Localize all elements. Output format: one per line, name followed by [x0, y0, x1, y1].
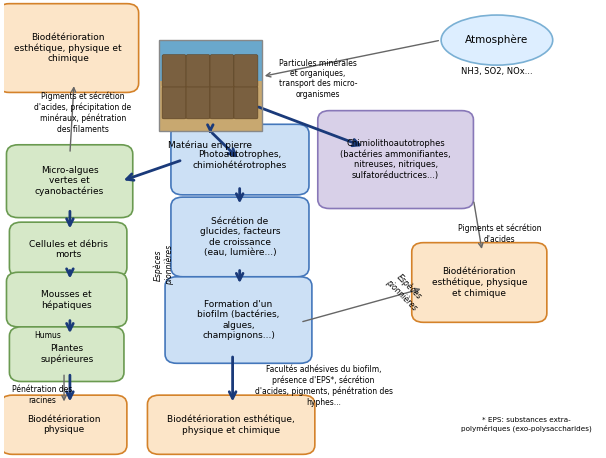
- FancyBboxPatch shape: [10, 327, 124, 382]
- Text: Biodétérioration esthétique,
physique et chimique: Biodétérioration esthétique, physique et…: [167, 415, 295, 435]
- FancyBboxPatch shape: [210, 87, 234, 119]
- FancyBboxPatch shape: [411, 243, 547, 322]
- FancyBboxPatch shape: [234, 55, 258, 87]
- FancyBboxPatch shape: [159, 81, 262, 131]
- FancyBboxPatch shape: [171, 124, 309, 195]
- FancyBboxPatch shape: [147, 395, 315, 454]
- FancyBboxPatch shape: [7, 272, 127, 327]
- Text: Pénétration des
racines: Pénétration des racines: [12, 386, 72, 405]
- Text: Chimiolithoautotrophes
(bactéries ammonifiantes,
nitreuses, nitriques,
sulfatoré: Chimiolithoautotrophes (bactéries ammoni…: [341, 140, 451, 180]
- FancyBboxPatch shape: [0, 4, 139, 93]
- Text: Atmosphère: Atmosphère: [465, 35, 528, 45]
- Text: Mousses et
hépatiques: Mousses et hépatiques: [41, 289, 92, 310]
- FancyBboxPatch shape: [162, 55, 186, 87]
- FancyBboxPatch shape: [165, 277, 312, 363]
- Text: Biodétérioration
esthétique, physique et
chimique: Biodétérioration esthétique, physique et…: [15, 33, 122, 63]
- FancyBboxPatch shape: [210, 55, 234, 87]
- Text: Biodétérioration
esthétique, physique
et chimique: Biodétérioration esthétique, physique et…: [431, 267, 527, 298]
- Text: Pigments et sécrétion
d'acides: Pigments et sécrétion d'acides: [458, 224, 542, 244]
- FancyBboxPatch shape: [171, 197, 309, 277]
- Text: Biodétérioration
physique: Biodétérioration physique: [27, 415, 101, 435]
- Text: Facultés adhésives du biofilm,
présence d'EPS*, sécrétion
d'acides, pigments, pé: Facultés adhésives du biofilm, présence …: [255, 365, 393, 407]
- Text: Plantes
supérieures: Plantes supérieures: [40, 344, 93, 364]
- FancyBboxPatch shape: [234, 87, 258, 119]
- Text: Humus: Humus: [34, 332, 61, 340]
- Text: Espèces
pionnières: Espèces pionnières: [153, 245, 173, 285]
- Ellipse shape: [441, 15, 553, 65]
- FancyBboxPatch shape: [159, 40, 262, 90]
- Text: Particules minérales
et organiques,
transport des micro-
organismes: Particules minérales et organiques, tran…: [279, 59, 357, 99]
- FancyBboxPatch shape: [186, 87, 210, 119]
- Text: NH3, SO2, NOx...: NH3, SO2, NOx...: [461, 67, 533, 76]
- Text: Matériau en pierre: Matériau en pierre: [168, 140, 252, 150]
- FancyBboxPatch shape: [7, 145, 133, 218]
- FancyBboxPatch shape: [1, 395, 127, 454]
- Text: Pigments et sécrétion
d'acides, précipitation de
minéraux, pénétration
des filam: Pigments et sécrétion d'acides, précipit…: [35, 92, 132, 134]
- Text: Micro-algues
vertes et
cyanobactéries: Micro-algues vertes et cyanobactéries: [35, 166, 104, 196]
- FancyBboxPatch shape: [10, 222, 127, 277]
- Text: * EPS: substances extra-
polymériques (exo-polysaccharides): * EPS: substances extra- polymériques (e…: [461, 417, 591, 432]
- FancyBboxPatch shape: [318, 111, 473, 208]
- Text: Formation d'un
biofilm (bactéries,
algues,
champignons...): Formation d'un biofilm (bactéries, algue…: [198, 300, 280, 340]
- Text: Espèces
pionnières: Espèces pionnières: [384, 269, 427, 312]
- FancyBboxPatch shape: [186, 55, 210, 87]
- Text: Sécrétion de
glucides, facteurs
de croissance
(eau, lumière...): Sécrétion de glucides, facteurs de crois…: [200, 217, 280, 257]
- FancyBboxPatch shape: [162, 87, 186, 119]
- Text: Cellules et débris
morts: Cellules et débris morts: [28, 240, 108, 259]
- Text: Photoautotrophes,
chimiohétérotrophes: Photoautotrophes, chimiohétérotrophes: [193, 150, 287, 169]
